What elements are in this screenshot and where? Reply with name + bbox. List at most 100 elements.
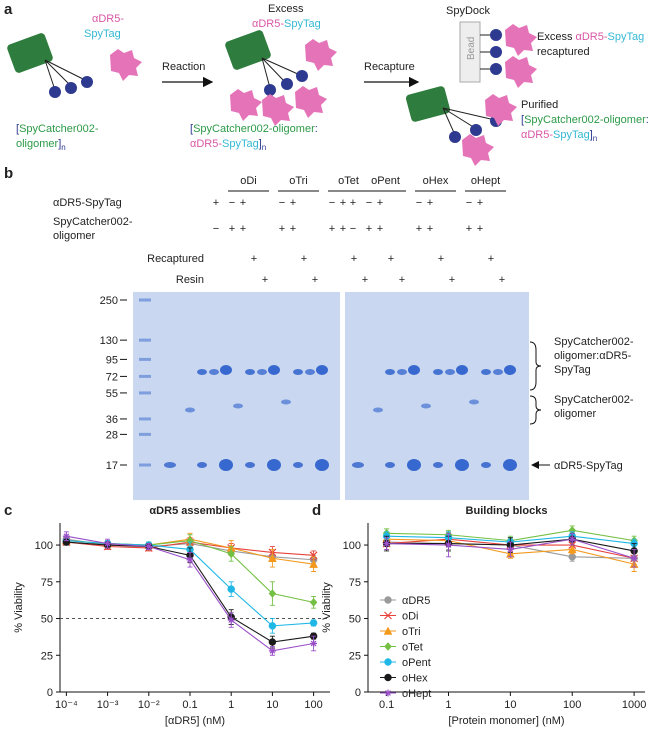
- y-tick-label: 50: [41, 614, 53, 626]
- legend-marker: [384, 596, 392, 604]
- gel-band: [220, 365, 232, 375]
- label-part: [: [521, 114, 524, 126]
- ladder-label: 130: [100, 335, 118, 347]
- legend-marker: [384, 642, 392, 651]
- band-label: SpyTag: [554, 364, 591, 376]
- data-point: [227, 549, 236, 559]
- group-label: oHex: [423, 175, 449, 187]
- gel-band: [385, 462, 395, 468]
- label-part: SpyTag: [222, 138, 259, 150]
- gel-band: [407, 459, 421, 471]
- data-point: [268, 638, 277, 646]
- group-label: oPent: [371, 175, 400, 187]
- panel-a: a αDR5- SpyTag [SpyCatcher002- oligomer]…: [4, 1, 649, 166]
- legend-marker: [383, 626, 393, 635]
- data-point: [568, 535, 576, 543]
- complex-icon: [225, 30, 337, 126]
- label-part: Excess: [537, 31, 573, 43]
- panel-letter: c: [4, 502, 12, 519]
- x-tick-label: 10: [266, 699, 278, 711]
- y-tick-label: 100: [35, 540, 53, 552]
- ladder-band: [139, 417, 151, 421]
- gel-band: [433, 462, 443, 468]
- label-part: oligomer: [16, 138, 59, 150]
- panel-letter: b: [4, 165, 13, 182]
- sign: −: [366, 197, 372, 209]
- band-label: oligomer: [554, 408, 597, 420]
- label-part: n: [262, 143, 266, 152]
- sign: +: [388, 253, 394, 265]
- x-tick-label: 10: [504, 699, 516, 711]
- sign: +: [466, 223, 472, 235]
- panel-letter: a: [4, 1, 13, 18]
- sign: +: [262, 274, 268, 286]
- sign: +: [251, 253, 257, 265]
- group-label: oTet: [338, 175, 359, 187]
- sign: +: [301, 253, 307, 265]
- gel-band: [197, 462, 207, 468]
- sign: +: [240, 197, 246, 209]
- data-point: [444, 541, 452, 549]
- brace: [529, 341, 542, 391]
- sign: +: [351, 253, 357, 265]
- panel-letter: d: [312, 502, 321, 519]
- x-tick-label: 10⁻⁴: [55, 699, 78, 711]
- y-axis-label: % Viability: [321, 582, 333, 633]
- data-point: [62, 532, 70, 540]
- label-part: :: [646, 114, 649, 126]
- ladder-label: 250: [100, 295, 118, 307]
- label-part: :: [315, 123, 318, 135]
- row-label: αDR5-SpyTag: [53, 197, 122, 209]
- gel-band: [503, 459, 517, 471]
- y-tick-label: 0: [47, 687, 53, 699]
- sign: +: [499, 274, 505, 286]
- sign: +: [213, 197, 219, 209]
- label-part: SpyTag: [553, 129, 590, 141]
- label-part: n: [593, 134, 597, 143]
- data-point: [567, 544, 577, 554]
- oligomer-label: [SpyCatcher002-: [16, 123, 99, 135]
- gel-band: [421, 403, 431, 409]
- label-part: n: [61, 143, 65, 152]
- ladder-band: [139, 338, 151, 342]
- gel: [133, 292, 340, 500]
- x-tick-label: 10⁻³: [97, 699, 119, 711]
- data-point: [186, 556, 194, 564]
- sign: +: [340, 197, 346, 209]
- chart-title: αDR5 assemblies: [149, 505, 240, 517]
- gel-band: [305, 369, 315, 375]
- label-part: αDR5-: [252, 18, 284, 30]
- sign: −: [466, 197, 472, 209]
- purified-icon: [405, 86, 517, 166]
- label-part: ]: [590, 129, 593, 141]
- data-point: [630, 554, 638, 562]
- data-point: [309, 551, 318, 560]
- tag-label: SpyTag: [84, 28, 121, 40]
- x-axis-label: [Protein monomer] (nM): [448, 715, 564, 727]
- oligomer-icon: [7, 33, 93, 98]
- group-label: oDi: [240, 175, 257, 187]
- gel-band: [164, 462, 176, 468]
- x-tick-label: 1: [445, 699, 451, 711]
- legend-label: oTri: [402, 626, 421, 638]
- gel-band: [267, 459, 281, 471]
- legend-marker: [384, 611, 392, 620]
- label-part: αDR5-: [575, 31, 607, 43]
- sign: −: [329, 197, 335, 209]
- ladder-band: [139, 374, 151, 378]
- gel-band: [293, 369, 303, 375]
- band-label: αDR5-SpyTag: [554, 460, 623, 472]
- purified-label: [SpyCatcher002-oligomer:: [521, 114, 649, 126]
- gel-band: [245, 462, 255, 468]
- data-point: [104, 540, 112, 548]
- sign: +: [399, 274, 405, 286]
- legend-label: oTet: [402, 642, 423, 654]
- sign: +: [279, 223, 285, 235]
- ladder-band: [139, 432, 151, 436]
- ladder-band: [139, 463, 151, 467]
- label-part: ]: [259, 138, 262, 150]
- gel-band: [352, 462, 364, 468]
- sign: +: [312, 274, 318, 286]
- sign: +: [427, 223, 433, 235]
- sign: +: [362, 274, 368, 286]
